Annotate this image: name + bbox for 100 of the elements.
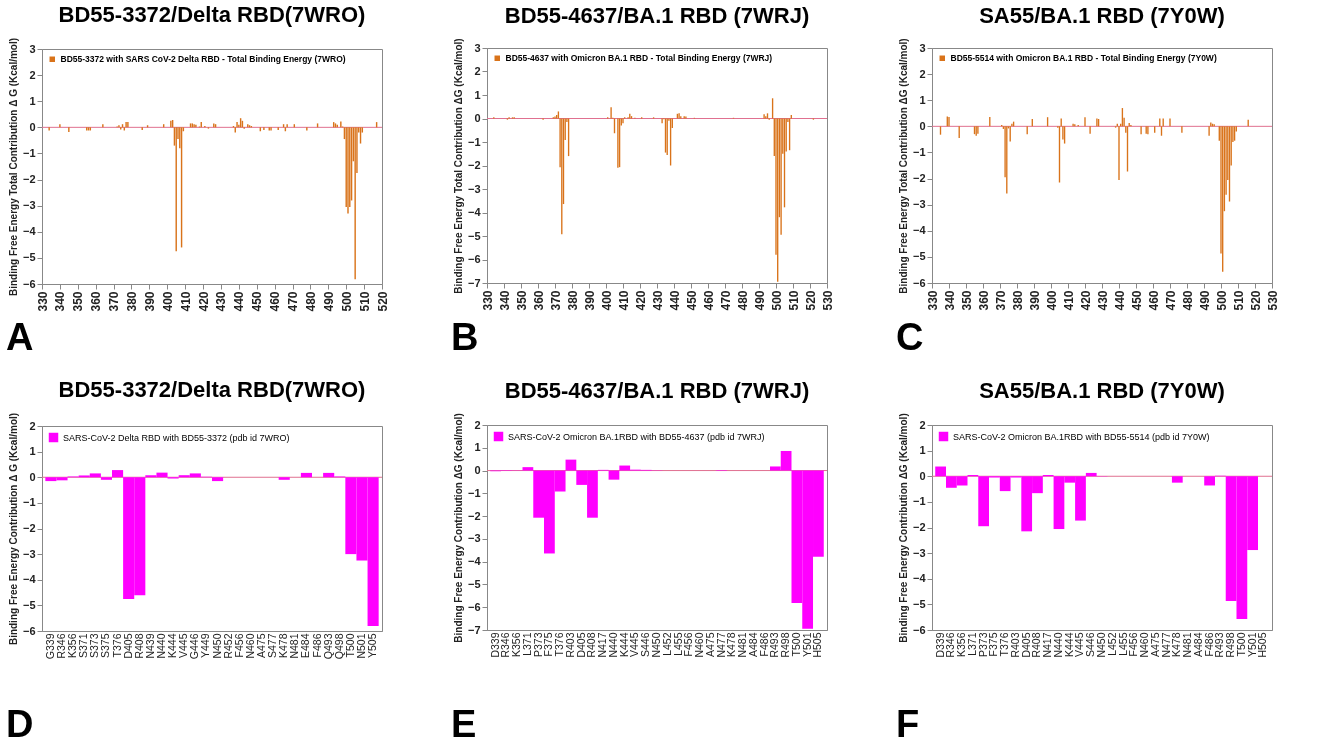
x-tick-label: K444 <box>617 632 630 658</box>
y-tick-label: −3 <box>467 532 481 545</box>
y-axis-title: Binding Free Energy Total Contribution Δ G (Kcal/mol) <box>7 37 19 297</box>
x-tick-label: N417 <box>596 632 609 658</box>
x-tick-label: 410 <box>1061 290 1076 311</box>
x-tick-label: 350 <box>514 290 529 311</box>
y-tick-label: −6 <box>912 623 926 636</box>
x-tick-label: 490 <box>1197 290 1212 311</box>
x-tick-label: S371 <box>77 633 90 659</box>
y-tick-label: −7 <box>467 623 481 636</box>
x-tick-label: P373 <box>531 632 544 658</box>
x-tick-label: 450 <box>250 291 265 312</box>
y-tick-label: 0 <box>29 470 36 483</box>
x-tick-label: R346 <box>499 632 512 658</box>
bar <box>212 477 224 482</box>
x-tick-label: 460 <box>1146 290 1161 311</box>
x-tick-label: 400 <box>599 290 614 311</box>
x-tick-label: 470 <box>1163 290 1178 311</box>
x-tick-label: N417 <box>1041 632 1054 658</box>
x-tick-label: V445 <box>1073 632 1086 658</box>
y-tick-label: −6 <box>22 624 36 637</box>
y-axis-title: Binding Free Energy Contribution ΔG (Kcal/mol) <box>452 413 464 643</box>
y-tick-label: −1 <box>22 146 36 159</box>
x-tick-label: N440 <box>155 633 167 659</box>
y-tick-label: −3 <box>22 199 36 212</box>
y-tick-label: 0 <box>474 112 481 124</box>
y-tick-label: −2 <box>912 521 926 533</box>
y-tick-label: −1 <box>467 135 481 148</box>
bar <box>1204 476 1215 486</box>
x-tick-label: 390 <box>142 291 157 312</box>
x-tick-label: L371 <box>965 632 978 656</box>
chart-title: SA55/BA.1 RBD (7Y0W) <box>979 377 1225 403</box>
y-tick-label: −7 <box>467 276 481 289</box>
x-tick-label: 400 <box>1044 290 1059 311</box>
x-tick-label: D405 <box>1019 632 1032 658</box>
y-tick-label: −1 <box>467 486 481 499</box>
x-tick-label: R493 <box>1213 632 1226 658</box>
x-tick-label: Y501 <box>1245 632 1258 658</box>
y-tick-label: 1 <box>919 93 926 106</box>
x-tick-label: 430 <box>214 291 229 312</box>
y-tick-label: −2 <box>22 173 36 186</box>
x-tick-label: L371 <box>520 632 533 656</box>
y-tick-label: −2 <box>912 172 926 185</box>
y-tick-label: 0 <box>919 469 926 482</box>
x-tick-label: N460 <box>243 633 256 659</box>
x-tick-label: R346 <box>55 633 67 659</box>
x-tick-label: F456 <box>1127 632 1140 657</box>
legend-label: SARS-CoV-2 Omicron BA.1RBD with BD55-5514 (pdb id 7Y0W) <box>953 431 1210 442</box>
x-tick-label: F456 <box>232 633 245 658</box>
x-tick-label: 330 <box>35 291 50 312</box>
x-tick-label: 450 <box>684 290 699 311</box>
y-tick-label: −4 <box>467 555 482 568</box>
y-tick-label: −2 <box>467 509 481 522</box>
x-tick-label: A484 <box>1191 632 1204 658</box>
x-tick-label: N481 <box>1181 632 1194 658</box>
x-tick-label: E484 <box>299 633 312 659</box>
y-tick-label: 1 <box>29 94 36 107</box>
y-tick-label: −2 <box>467 159 481 171</box>
x-tick-label: N439 <box>143 633 156 659</box>
x-tick-label: T376 <box>998 632 1011 657</box>
y-tick-label: −3 <box>22 547 36 560</box>
y-tick-label: −5 <box>912 250 926 263</box>
x-tick-label: 420 <box>633 290 648 311</box>
x-tick-label: 360 <box>976 290 991 311</box>
y-tick-label: −4 <box>912 572 927 585</box>
y-tick-label: 1 <box>474 441 481 454</box>
x-tick-label: F456 <box>682 632 695 657</box>
x-tick-label: R498 <box>1224 632 1237 658</box>
x-tick-label: K356 <box>955 632 968 658</box>
y-tick-label: 1 <box>29 445 36 458</box>
bar <box>935 466 946 477</box>
bar <box>565 459 577 471</box>
x-tick-label: 480 <box>1180 290 1195 311</box>
x-tick-label: 480 <box>735 290 750 311</box>
x-tick-label: V445 <box>628 632 641 658</box>
y-tick-label: −6 <box>22 277 36 290</box>
y-axis-title: Binding Free Energy Total Contribution ΔG (Kcal/mol) <box>897 38 909 294</box>
y-tick-label: −5 <box>22 251 36 264</box>
chart-title: BD55-4637/BA.1 RBD (7WRJ) <box>504 377 810 403</box>
x-tick-label: T376 <box>110 633 123 658</box>
x-tick-label: Y505 <box>366 633 379 659</box>
y-tick-label: −6 <box>912 276 926 289</box>
x-tick-label: N440 <box>606 632 619 658</box>
y-tick-label: −1 <box>22 496 36 509</box>
x-tick-label: 370 <box>993 290 1008 311</box>
x-tick-label: 450 <box>1129 290 1144 311</box>
x-tick-label: 420 <box>196 291 211 312</box>
x-tick-label: N440 <box>1051 632 1064 658</box>
legend-label: BD55-3372 with SARS CoV-2 Delta RBD - Total Binding Energy (7WRO) <box>60 54 346 65</box>
y-tick-label: 3 <box>474 41 481 54</box>
x-tick-label: 340 <box>53 291 68 312</box>
x-tick-label: Y501 <box>800 632 813 658</box>
y-tick-label: 2 <box>474 65 481 77</box>
x-tick-label: N450 <box>210 633 223 659</box>
x-tick-label: R408 <box>1030 632 1043 658</box>
x-tick-label: S477 <box>266 633 279 659</box>
x-tick-label: R498 <box>779 632 792 658</box>
chart-title: BD55-4637/BA.1 RBD (7WRJ) <box>504 2 810 28</box>
x-tick-label: F486 <box>310 633 323 658</box>
x-tick-label: N501 <box>355 633 367 659</box>
